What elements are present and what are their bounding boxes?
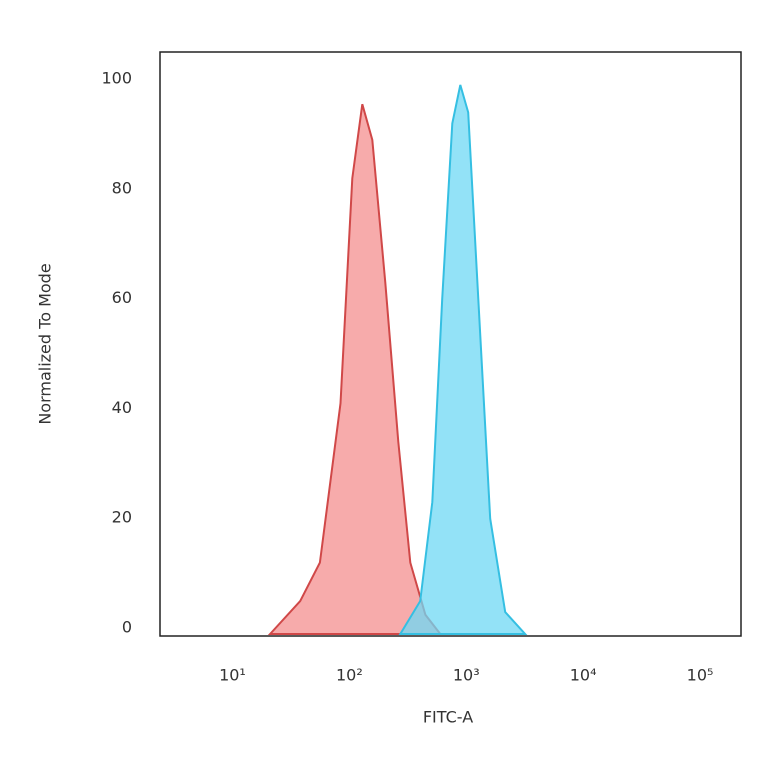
x-tick-label: 10³	[453, 666, 480, 685]
y-tick-label: 40	[112, 398, 132, 417]
x-tick-label: 10¹	[219, 666, 246, 685]
y-tick-label: 80	[112, 178, 132, 197]
x-axis-label: FITC-A	[423, 708, 473, 727]
plot-frame	[159, 51, 742, 637]
x-tick-label: 10⁴	[570, 666, 597, 685]
y-axis-label: Normalized To Mode	[36, 263, 55, 424]
y-tick-label: 60	[112, 288, 132, 307]
y-tick-label: 0	[122, 618, 132, 637]
x-tick-label: 10²	[336, 666, 363, 685]
area	[267, 103, 443, 635]
area	[398, 84, 528, 635]
y-tick-label: 100	[101, 68, 132, 87]
y-tick-label: 20	[112, 508, 132, 527]
x-tick-label: 10⁵	[687, 666, 714, 685]
